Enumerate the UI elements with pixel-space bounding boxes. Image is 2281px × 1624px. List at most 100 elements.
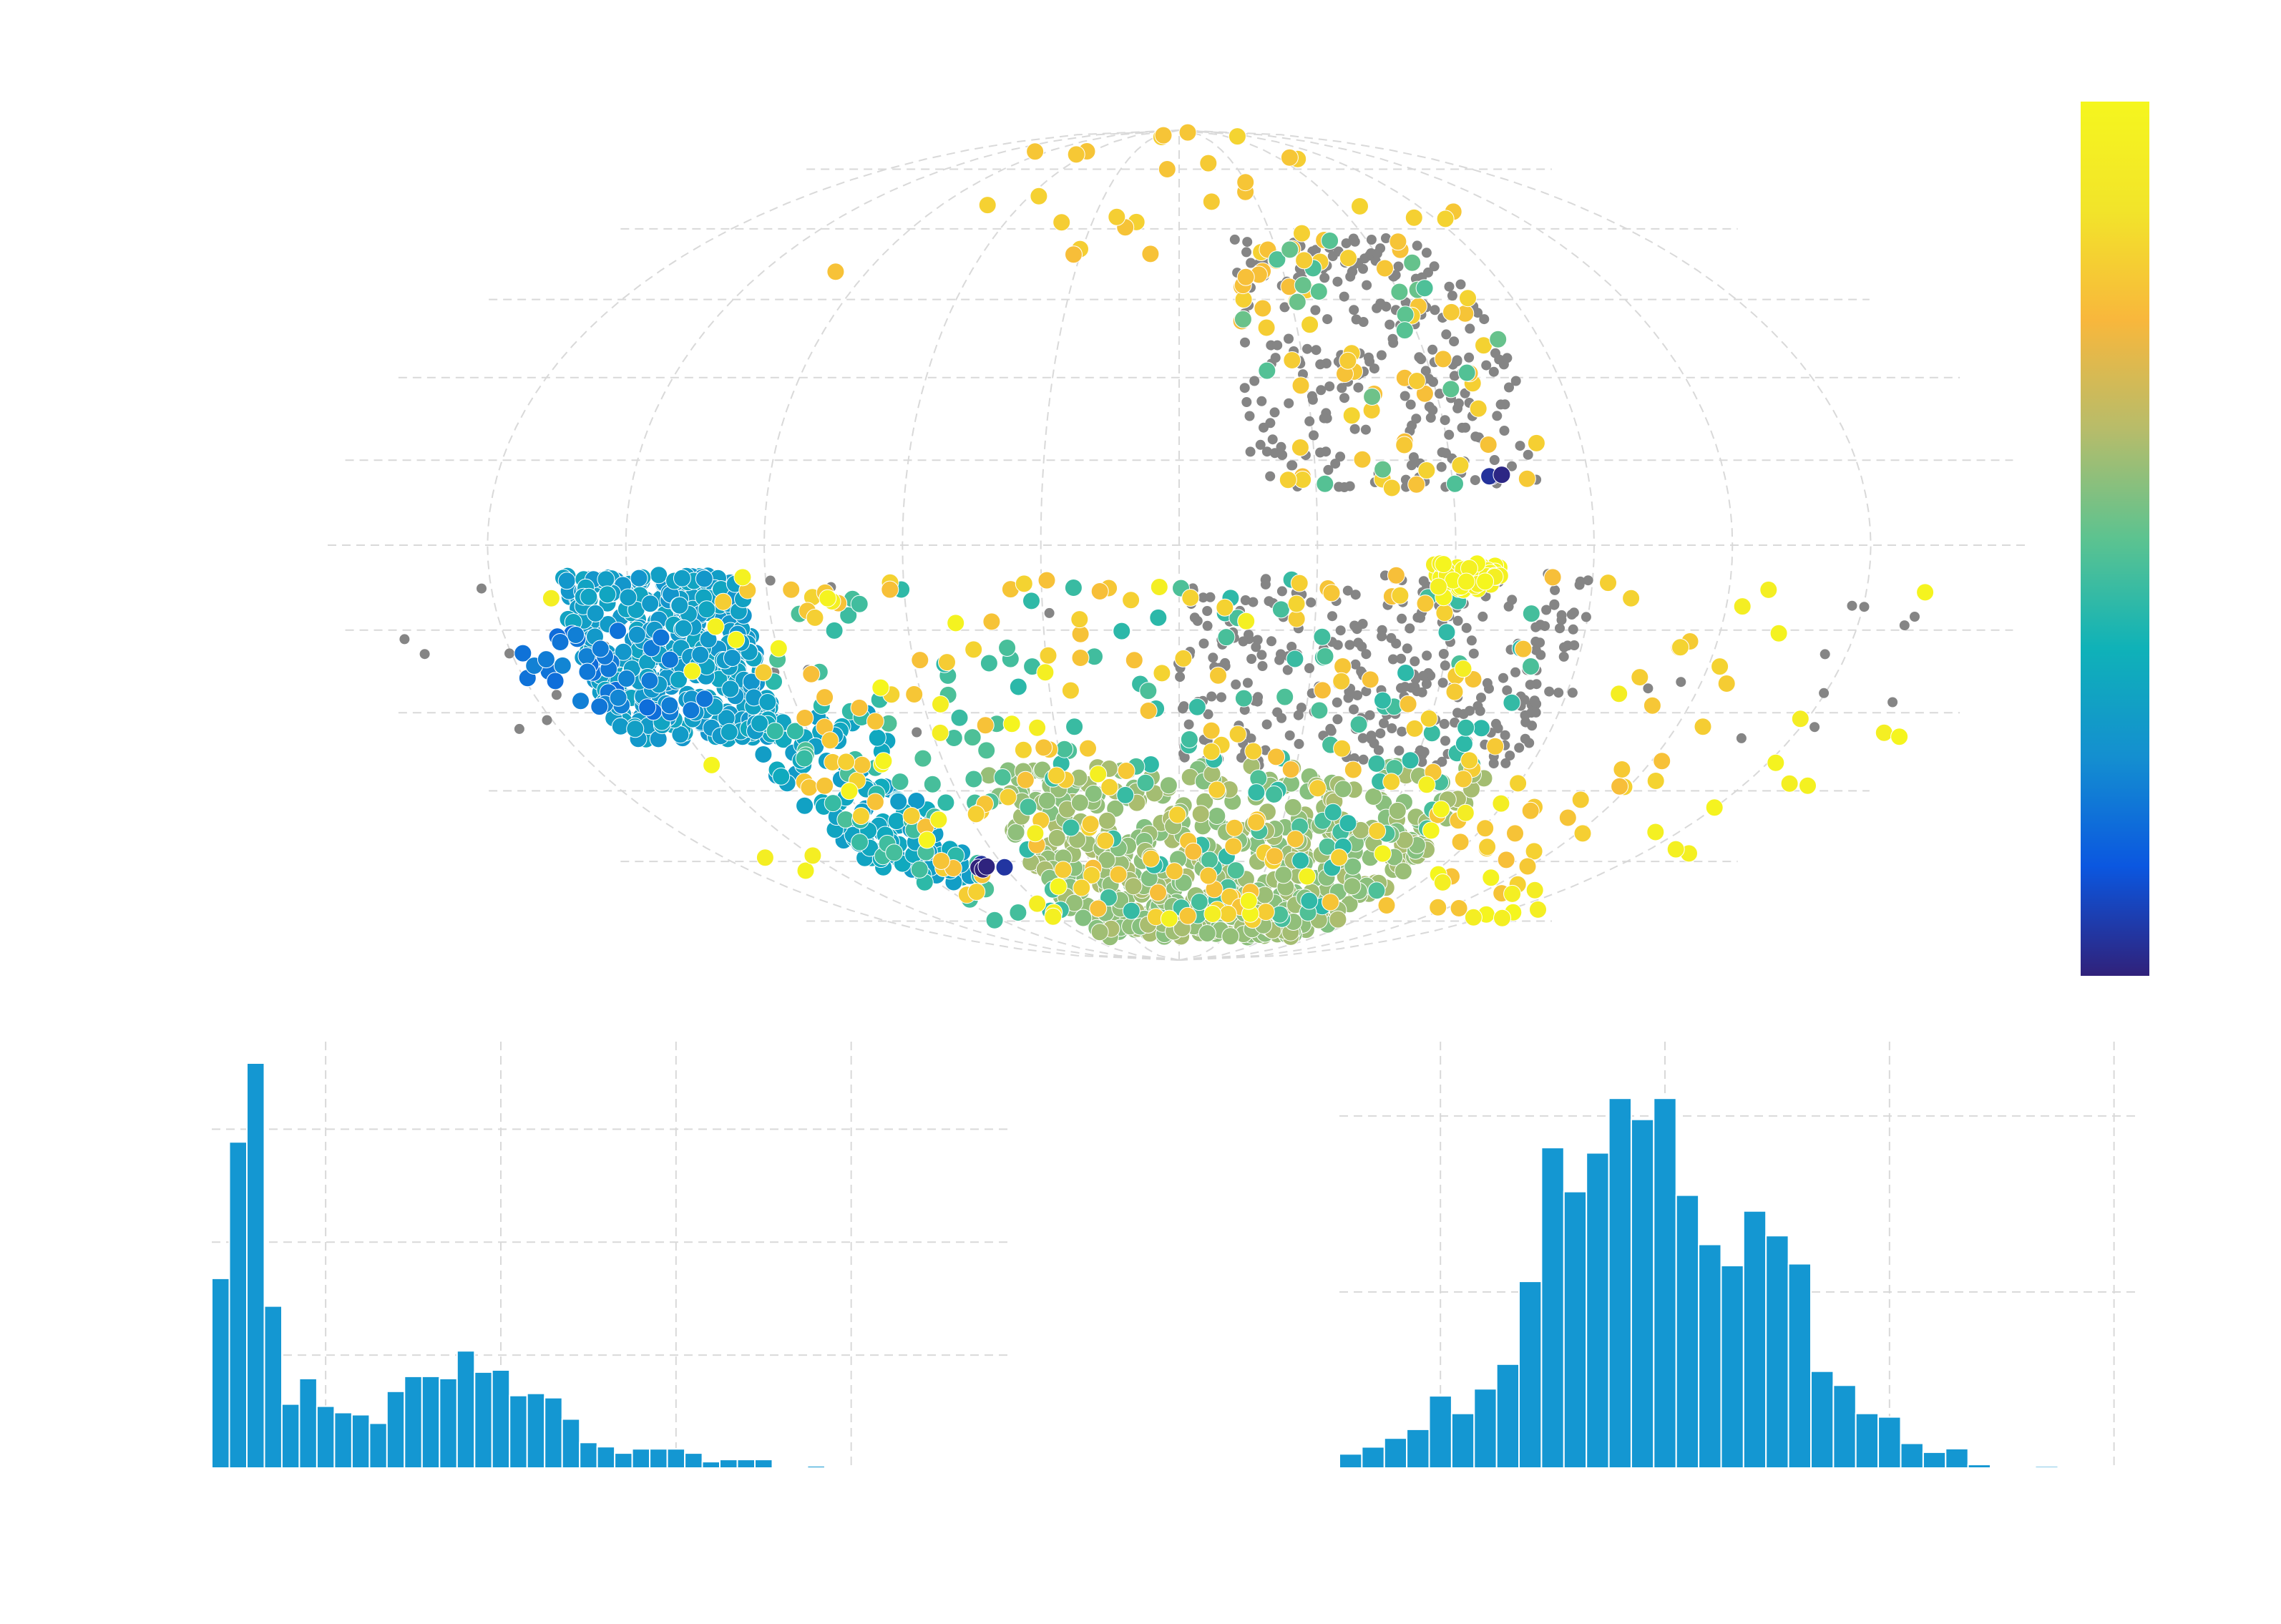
sky-point-unclassified xyxy=(1535,650,1546,660)
sky-point-unclassified xyxy=(1327,611,1337,622)
sky-point-unclassified xyxy=(1410,656,1420,667)
sky-point xyxy=(1391,586,1410,605)
sky-point xyxy=(1268,250,1286,269)
sky-point xyxy=(850,595,869,613)
sky-point-unclassified xyxy=(504,648,514,659)
histogram-left-bar xyxy=(701,1461,721,1469)
sky-point xyxy=(1065,245,1083,264)
sky-map-scatter xyxy=(328,123,2031,961)
sky-point xyxy=(1610,685,1628,703)
sky-point-unclassified xyxy=(1498,672,1508,683)
sky-point-unclassified xyxy=(1430,305,1440,315)
sky-point xyxy=(638,698,657,717)
sky-point xyxy=(1767,753,1785,772)
sky-point xyxy=(887,812,906,831)
sky-point xyxy=(1159,776,1178,795)
sky-point xyxy=(1181,589,1200,607)
sky-point xyxy=(1403,253,1422,272)
sky-point-unclassified xyxy=(1353,382,1364,393)
histogram-left-bar xyxy=(228,1141,248,1469)
sky-point xyxy=(609,622,627,640)
sky-point xyxy=(1492,794,1510,813)
sky-point-unclassified xyxy=(1437,447,1447,458)
sky-point xyxy=(682,701,700,720)
sky-point-unclassified xyxy=(1316,385,1327,396)
histogram-left-bar xyxy=(404,1375,423,1469)
sky-point xyxy=(891,773,909,791)
histogram-left-bar xyxy=(736,1459,756,1469)
sky-point-unclassified xyxy=(1363,352,1374,363)
sky-point-unclassified xyxy=(1270,353,1281,363)
sky-point xyxy=(706,617,725,636)
sky-point xyxy=(1416,595,1435,613)
sky-point-unclassified xyxy=(1319,413,1329,424)
histogram-left-bar xyxy=(719,1459,738,1469)
sky-point xyxy=(1377,896,1396,914)
sky-point xyxy=(1158,160,1176,178)
sky-point-unclassified xyxy=(1315,359,1326,370)
sky-point xyxy=(586,604,605,622)
histogram-right-bar xyxy=(1720,1265,1744,1469)
sky-point-unclassified xyxy=(1044,607,1055,618)
sky-point xyxy=(1287,610,1306,628)
sky-point-unclassified xyxy=(399,634,410,645)
sky-point-unclassified xyxy=(1332,276,1343,287)
sky-point xyxy=(1405,719,1424,738)
sky-point xyxy=(1343,877,1362,896)
sky-point xyxy=(853,755,871,774)
histogram-left-bar xyxy=(456,1350,476,1469)
sky-point xyxy=(1100,778,1119,796)
sky-point xyxy=(1150,578,1168,596)
sky-point-unclassified xyxy=(1274,655,1285,665)
sky-point-unclassified xyxy=(1450,718,1460,728)
sky-point xyxy=(1265,785,1284,803)
sky-point-unclassified xyxy=(1373,745,1384,755)
sky-point xyxy=(591,640,610,658)
histogram-left-bar xyxy=(596,1446,616,1469)
sky-point xyxy=(796,796,814,815)
sky-point-unclassified xyxy=(1676,677,1686,688)
sky-point-unclassified xyxy=(1559,642,1569,652)
sky-point xyxy=(1799,776,1817,795)
sky-point xyxy=(1429,898,1447,916)
sky-point xyxy=(695,569,713,588)
sky-point-unclassified xyxy=(1350,590,1361,600)
sky-point xyxy=(1363,388,1382,406)
sky-point-unclassified xyxy=(1405,623,1415,634)
sky-point-unclassified xyxy=(1276,586,1287,597)
histogram-right-bar xyxy=(1450,1412,1475,1469)
sky-point xyxy=(723,649,741,667)
sky-point-unclassified xyxy=(1523,449,1533,460)
sky-point xyxy=(874,752,893,771)
sky-point-unclassified xyxy=(912,727,922,738)
sky-point xyxy=(614,642,632,661)
sky-point xyxy=(1229,725,1247,743)
sky-point xyxy=(821,731,839,750)
histogram-right-bar xyxy=(1428,1395,1452,1469)
histogram-left-grid xyxy=(212,1042,1009,1468)
histogram-right-bar xyxy=(1675,1194,1700,1469)
sky-point-unclassified xyxy=(1444,281,1455,292)
sky-point xyxy=(1160,909,1178,928)
sky-point xyxy=(627,625,646,644)
sky-point xyxy=(1228,127,1246,146)
sky-point-unclassified xyxy=(1245,446,1256,457)
sky-point xyxy=(1791,710,1809,728)
histogram-right-bar xyxy=(1810,1370,1835,1469)
sky-point xyxy=(1049,877,1068,896)
sky-point xyxy=(902,807,921,825)
sky-point xyxy=(1037,571,1056,590)
sky-point xyxy=(1279,471,1297,489)
sky-point xyxy=(1209,666,1227,685)
sky-point-unclassified xyxy=(1256,650,1267,660)
sky-point-unclassified xyxy=(1492,411,1503,421)
sky-point xyxy=(937,793,955,812)
sky-point xyxy=(1509,774,1528,793)
sky-point-unclassified xyxy=(1502,353,1513,363)
sky-point xyxy=(871,678,890,697)
sky-point xyxy=(1503,884,1522,903)
sky-point-unclassified xyxy=(1460,388,1470,398)
histogram-right-grid xyxy=(1339,1042,2136,1468)
sky-point xyxy=(967,805,985,823)
sky-point xyxy=(1178,123,1197,142)
